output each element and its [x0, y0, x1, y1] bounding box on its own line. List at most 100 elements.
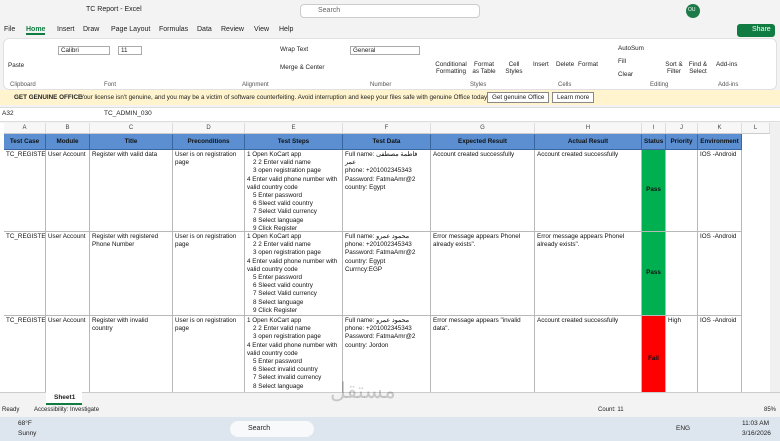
- table-cell[interactable]: User is on registration page: [173, 316, 245, 392]
- add-ins-button[interactable]: Add-ins: [716, 61, 738, 68]
- format-as-table-button[interactable]: Format as Table: [472, 61, 496, 75]
- table-cell[interactable]: TC_REGISTER_002: [4, 232, 46, 316]
- share-label[interactable]: Share: [752, 26, 771, 33]
- taskbar-search[interactable]: [230, 421, 314, 437]
- menu-tab[interactable]: Insert: [57, 26, 75, 33]
- get-genuine-button[interactable]: Get genuine Office: [487, 92, 550, 103]
- table-cell[interactable]: IOS -Android: [698, 150, 742, 232]
- menu-tab[interactable]: Help: [279, 26, 294, 33]
- sheet-tab-label[interactable]: Sheet1: [54, 394, 76, 401]
- table-cell[interactable]: Account created successfully: [535, 150, 642, 232]
- table-cell[interactable]: Pass: [642, 232, 666, 316]
- formula-input[interactable]: TC_ADMIN_030: [104, 110, 152, 117]
- menu-tab[interactable]: View: [254, 26, 270, 33]
- table-cell[interactable]: 1 Open KoCart app 2 2 Enter valid name 3 o…: [245, 232, 343, 316]
- column-header[interactable]: E: [245, 123, 343, 134]
- column-header[interactable]: B: [46, 123, 90, 134]
- menu-tab[interactable]: Home: [26, 26, 46, 35]
- status-accessibility[interactable]: Accessibility: Investigate: [34, 407, 100, 413]
- column-header[interactable]: H: [535, 123, 642, 134]
- search-placeholder[interactable]: Search: [318, 7, 341, 14]
- clear-button[interactable]: Clear: [618, 71, 634, 78]
- clock-time[interactable]: 11:03 AM: [742, 420, 769, 427]
- table-cell[interactable]: Full name: محمود عمرو phone: +20100234534…: [343, 232, 431, 316]
- conditional-formatting-button[interactable]: Conditional Formatting: [435, 61, 467, 75]
- column-header[interactable]: C: [90, 123, 173, 134]
- table-cell[interactable]: 1 Open KoCart app 2 2 Enter valid name 3 o…: [245, 316, 343, 392]
- number-format-box[interactable]: General: [350, 46, 420, 55]
- menu-tab[interactable]: Page Layout: [111, 26, 151, 33]
- column-header[interactable]: I: [642, 123, 666, 134]
- table-cell[interactable]: Error message appears "invalid data".: [431, 316, 535, 392]
- table-cell[interactable]: User Account: [46, 150, 90, 232]
- paste-button[interactable]: Paste: [8, 62, 25, 69]
- insert-button[interactable]: Insert: [533, 61, 549, 68]
- cell-text: Register with registered Phone Number: [92, 233, 159, 249]
- column-header[interactable]: A: [4, 123, 46, 134]
- column-header[interactable]: L: [742, 123, 770, 134]
- menu-tab[interactable]: Formulas: [159, 26, 189, 33]
- column-header[interactable]: K: [698, 123, 742, 134]
- table-cell[interactable]: User Account: [46, 316, 90, 392]
- vertical-scrollbar[interactable]: [770, 123, 780, 392]
- table-cell[interactable]: Error message appears PhoneI already exi…: [535, 232, 642, 316]
- menu-tab[interactable]: File: [4, 26, 16, 33]
- table-cell[interactable]: Fail: [642, 316, 666, 392]
- cell-text: Pass: [646, 269, 661, 277]
- file-name: TC Report - Excel: [86, 6, 142, 13]
- cell-line: 7 Select Valid currency: [253, 208, 317, 216]
- cell-text: Error message appears PhoneI already exi…: [537, 233, 625, 249]
- table-cell[interactable]: Register with registered Phone Number: [90, 232, 173, 316]
- column-header[interactable]: F: [343, 123, 431, 134]
- font-size-box[interactable]: 11: [118, 46, 142, 55]
- table-cell[interactable]: Register with invalid country: [90, 316, 173, 392]
- learn-more-button[interactable]: Learn more: [552, 92, 595, 103]
- table-cell[interactable]: User Account: [46, 232, 90, 316]
- table-header: Priority: [666, 134, 698, 150]
- find-select-button[interactable]: Find & Select: [688, 61, 708, 75]
- weather-temp[interactable]: 68°F: [18, 420, 32, 427]
- table-cell[interactable]: Error message appears PhoneI already exi…: [431, 232, 535, 316]
- merge-center-button[interactable]: Merge & Center: [280, 64, 325, 71]
- table-cell[interactable]: TC_REGISTER_001: [4, 150, 46, 232]
- table-cell[interactable]: 1 Open KoCart app 2 2 Enter valid name 3 o…: [245, 150, 343, 232]
- table-cell[interactable]: Register with valid data: [90, 150, 173, 232]
- table-cell[interactable]: Full name: محمود عمرو phone: +20100234534…: [343, 316, 431, 392]
- table-cell[interactable]: User is on registration page: [173, 232, 245, 316]
- table-cell[interactable]: Account created successfully: [535, 316, 642, 392]
- font-name-box[interactable]: Calibri: [58, 46, 110, 55]
- wrap-text-button[interactable]: Wrap Text: [280, 46, 309, 53]
- column-header[interactable]: J: [666, 123, 698, 134]
- delete-button[interactable]: Delete: [556, 61, 575, 68]
- menu-tab[interactable]: Data: [197, 26, 212, 33]
- table-cell[interactable]: IOS -Android: [698, 316, 742, 392]
- sheet-tab[interactable]: [46, 392, 82, 405]
- name-box[interactable]: A32: [2, 110, 14, 117]
- table-cell[interactable]: TC_REGISTER_003: [4, 316, 46, 392]
- table-cell[interactable]: User is on registration page: [173, 150, 245, 232]
- column-header[interactable]: G: [431, 123, 535, 134]
- status-zoom[interactable]: 85%: [764, 407, 777, 413]
- table-cell[interactable]: High: [666, 316, 698, 392]
- language[interactable]: ENG: [676, 425, 691, 432]
- column-header[interactable]: D: [173, 123, 245, 134]
- fill-button[interactable]: Fill: [618, 58, 627, 65]
- cell-styles-button[interactable]: Cell Styles: [505, 61, 523, 75]
- autosum-button[interactable]: AutoSum: [618, 45, 644, 52]
- table-cell[interactable]: [666, 150, 698, 232]
- format-button[interactable]: Format: [578, 61, 598, 68]
- table-cell[interactable]: Account created successfully: [431, 150, 535, 232]
- cell-line: 5 Enter password: [253, 358, 303, 366]
- menu-tab[interactable]: Review: [221, 26, 244, 33]
- share-button[interactable]: [737, 24, 775, 37]
- table-cell[interactable]: Full name: فاطمة مصطفى عمر phone: +201002…: [343, 150, 431, 232]
- table-cell[interactable]: [666, 232, 698, 316]
- table-cell[interactable]: Pass: [642, 150, 666, 232]
- title-search-box[interactable]: [300, 4, 480, 18]
- avatar[interactable]: [686, 4, 700, 18]
- menu-tab[interactable]: Draw: [83, 26, 100, 33]
- table-cell[interactable]: IOS -Android: [698, 232, 742, 316]
- taskbar-search-text[interactable]: Search: [248, 425, 271, 432]
- sort-filter-button[interactable]: Sort & Filter: [665, 61, 683, 75]
- clock-date[interactable]: 3/16/2026: [742, 430, 771, 437]
